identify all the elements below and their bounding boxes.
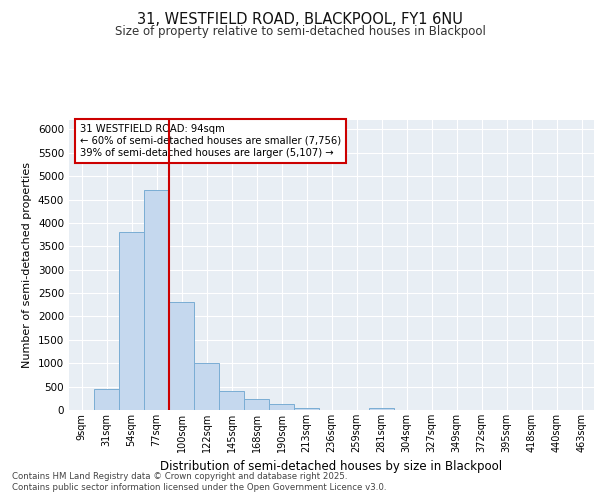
Bar — [94, 389, 119, 410]
Bar — [169, 302, 194, 410]
Y-axis label: Number of semi-detached properties: Number of semi-detached properties — [22, 162, 32, 368]
Text: 31, WESTFIELD ROAD, BLACKPOOL, FY1 6NU: 31, WESTFIELD ROAD, BLACKPOOL, FY1 6NU — [137, 12, 463, 28]
Bar — [294, 408, 319, 410]
X-axis label: Distribution of semi-detached houses by size in Blackpool: Distribution of semi-detached houses by … — [160, 460, 503, 473]
Bar — [119, 232, 144, 410]
Bar — [219, 392, 244, 410]
Bar — [144, 190, 169, 410]
Bar — [244, 399, 269, 410]
Bar — [194, 363, 219, 410]
Text: Size of property relative to semi-detached houses in Blackpool: Size of property relative to semi-detach… — [115, 25, 485, 38]
Bar — [269, 404, 294, 410]
Text: 31 WESTFIELD ROAD: 94sqm
← 60% of semi-detached houses are smaller (7,756)
39% o: 31 WESTFIELD ROAD: 94sqm ← 60% of semi-d… — [79, 124, 341, 158]
Bar — [369, 408, 394, 410]
Text: Contains HM Land Registry data © Crown copyright and database right 2025.: Contains HM Land Registry data © Crown c… — [12, 472, 347, 481]
Text: Contains public sector information licensed under the Open Government Licence v3: Contains public sector information licen… — [12, 484, 386, 492]
